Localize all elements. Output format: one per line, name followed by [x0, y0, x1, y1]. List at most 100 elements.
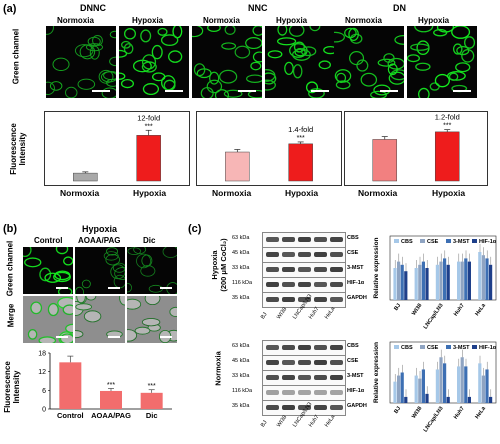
- col-label-control: Control: [34, 236, 63, 245]
- micrograph-b-dic-green: [127, 247, 177, 294]
- blot-band: [282, 282, 295, 288]
- cell-outline: [53, 271, 71, 283]
- xlabel-normoxia: Normoxia: [358, 188, 398, 198]
- blot-band: [282, 390, 295, 396]
- chart-a-nnc: *** 1.4-fold: [196, 111, 342, 186]
- lane-label: HeLa: [324, 306, 337, 321]
- blot-band: [330, 345, 343, 351]
- bar: [467, 396, 471, 403]
- kda-label: 35 kDa: [232, 403, 250, 409]
- row-label-green-channel: Green channel: [11, 28, 21, 85]
- bar: [73, 172, 98, 182]
- cell-outline: [55, 247, 69, 255]
- cell-outline: [356, 59, 369, 72]
- blot-strip: [262, 262, 346, 278]
- chart-a-dn: *** 1.2-fold: [344, 111, 488, 186]
- col-label-aoaa-pag: AOAA/PAG: [78, 236, 121, 245]
- group-label-nnc: NNC: [248, 3, 268, 13]
- cell-outline: [65, 323, 73, 334]
- lane-label: BJ: [260, 311, 269, 321]
- cell-outline: [434, 73, 450, 88]
- bar: [404, 396, 408, 403]
- blot-band: [314, 252, 327, 258]
- blot-band: [314, 345, 327, 351]
- micrograph-b-control-merge: [23, 296, 73, 343]
- cell-outline: [219, 69, 238, 84]
- protein-label: CBS: [347, 235, 359, 241]
- panel-c-letter: (c): [188, 223, 202, 235]
- blot-band: [298, 360, 311, 366]
- cell-outline: [192, 26, 204, 38]
- blot-band: [298, 405, 311, 411]
- blot-band: [314, 375, 327, 381]
- kda-label: 35 kDa: [232, 295, 250, 301]
- cell-outline: [59, 333, 73, 343]
- micrograph-nnc-normoxia: [192, 26, 262, 98]
- bar: [489, 396, 493, 403]
- xlabel-hypoxia: Hypoxia: [133, 188, 167, 198]
- cell-outline: [451, 84, 468, 93]
- cell-outline: [292, 48, 311, 61]
- blot-band: [298, 237, 311, 243]
- bar: [434, 131, 460, 182]
- cell-outline: [141, 54, 157, 70]
- cell-outline: [336, 72, 347, 84]
- bar: [489, 264, 493, 300]
- protein-label: CBS: [347, 343, 359, 349]
- cell-outline: [44, 272, 62, 283]
- legend-label: 3-MST: [453, 239, 470, 245]
- blot-band: [282, 375, 295, 381]
- blot-band: [298, 375, 311, 381]
- kda-label: 63 kDa: [232, 235, 250, 241]
- blot-band: [266, 375, 279, 381]
- western-blot-hypoxia: 63 kDa CBS 45 kDa CSE 33 kDa 3-MST 116 kDa HIF-…: [232, 232, 372, 320]
- group-label-dn: DN: [393, 3, 406, 13]
- cell-outline: [448, 72, 459, 81]
- xlabel-hypoxia: Hypoxia: [285, 188, 319, 198]
- x-tick-label: Huh7: [453, 303, 466, 318]
- protein-label: GAPDH: [347, 295, 367, 301]
- blot-band: [298, 390, 311, 396]
- y-axis-label: Relative expression: [373, 237, 380, 298]
- blot-band: [330, 252, 343, 258]
- lane-label: Huh7: [308, 306, 321, 321]
- cell-outline: [308, 88, 325, 98]
- panel-b-title: Hypoxia: [82, 224, 118, 234]
- xlabel-normoxia: Normoxia: [60, 188, 100, 198]
- cell-outline: [360, 72, 378, 87]
- blot-strip: [262, 292, 346, 308]
- cell-outline: [75, 303, 92, 311]
- legend-swatch: [472, 345, 477, 349]
- cell-outline: [109, 56, 116, 67]
- bar: [464, 366, 468, 403]
- blot-band: [330, 297, 343, 303]
- chart-c-hypoxia: Relative expression CBS CSE 3-MST HIF-1α BJ WI…: [372, 224, 500, 336]
- cell-outline: [452, 43, 463, 55]
- xlabel-normoxia: Normoxia: [212, 188, 252, 198]
- x-tick-label: HeLa: [474, 302, 487, 317]
- cell-outline: [246, 74, 262, 83]
- cell-outline: [277, 26, 288, 36]
- cell-outline: [300, 46, 317, 57]
- cell-outline: [387, 63, 398, 76]
- bar: [481, 375, 485, 403]
- cell-outline: [119, 49, 128, 58]
- cell-outline: [417, 87, 430, 98]
- cell-outline: [103, 251, 119, 261]
- x-tick-label: Control: [57, 411, 84, 420]
- bar: [485, 258, 489, 300]
- cell-outline: [394, 35, 404, 45]
- blot-band: [314, 267, 327, 273]
- cell-outline: [334, 31, 345, 43]
- cell-outline: [415, 62, 431, 71]
- cell-outline: [47, 302, 59, 317]
- cell-outline: [456, 45, 470, 56]
- lane-label: HeLa: [324, 414, 337, 429]
- blot-band: [266, 360, 279, 366]
- legend-label: CBS: [401, 239, 413, 245]
- cell-outline: [265, 72, 277, 85]
- blot-band: [330, 360, 343, 366]
- cell-outline: [370, 90, 387, 98]
- blot-band: [330, 237, 343, 243]
- bar: [478, 363, 482, 403]
